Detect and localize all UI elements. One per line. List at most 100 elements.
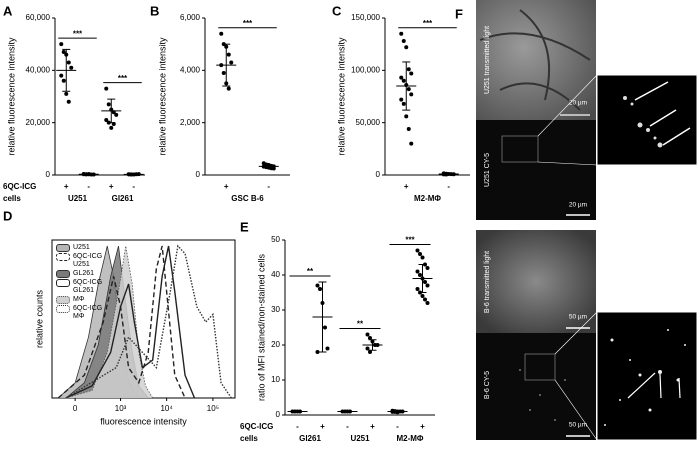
x-tick-label: - xyxy=(396,422,399,431)
data-point xyxy=(66,99,71,104)
image xyxy=(476,0,596,120)
data-point xyxy=(104,118,109,123)
y-axis-label: relative counts xyxy=(34,289,44,348)
panel-label: D xyxy=(3,208,12,223)
image-label: U251 transmitted light xyxy=(484,26,491,94)
x-tick-label: 10⁵ xyxy=(207,404,219,413)
data-point xyxy=(315,350,320,354)
y-tick-label: 10 xyxy=(271,375,280,384)
image xyxy=(476,333,596,440)
group-label: U251 xyxy=(68,194,88,203)
data-point xyxy=(114,112,119,117)
row-label: 6QC-ICG xyxy=(240,422,273,431)
zoom-line xyxy=(554,311,598,355)
legend-item: 6QC-ICG U251 xyxy=(56,253,126,269)
x-tick-label: 10⁴ xyxy=(160,404,173,413)
group-label: M2-MΦ xyxy=(414,194,441,203)
panel-f: F xyxy=(455,0,698,441)
data-point xyxy=(404,45,409,50)
legend-item: MΦ xyxy=(56,296,126,304)
legend-label: 6QC-ICG U251 xyxy=(73,253,103,268)
data-point xyxy=(409,92,414,97)
y-tick-label: 20 xyxy=(271,340,280,349)
x-tick-label: + xyxy=(370,422,375,431)
y-tick-label: 20,000 xyxy=(26,118,51,127)
arrows xyxy=(627,372,681,399)
zoom-line xyxy=(537,161,598,166)
data-point xyxy=(406,67,411,72)
y-tick-label: 100,000 xyxy=(351,65,380,74)
group-label: GSC B-6 xyxy=(231,194,264,203)
image-label: B-6 CY-5 xyxy=(484,371,491,399)
data-point xyxy=(406,126,411,131)
data-point xyxy=(318,287,322,291)
data-point xyxy=(271,166,276,171)
y-axis-label: relative fluorescence intensity xyxy=(6,37,16,156)
y-tick-label: 0 xyxy=(196,170,201,179)
image xyxy=(476,120,596,220)
data-point xyxy=(418,252,422,256)
row-label: cells xyxy=(3,194,21,203)
legend-swatch xyxy=(56,270,70,278)
x-tick-label: - xyxy=(87,182,90,191)
group-label: M2-MΦ xyxy=(396,434,423,443)
scale-label: 20 µm xyxy=(569,100,587,107)
x-tick-label: + xyxy=(109,182,114,191)
histogram-curve xyxy=(57,245,186,399)
data-point xyxy=(61,50,66,55)
image-texture xyxy=(479,9,591,111)
data-point xyxy=(425,283,430,288)
group-label: Gl261 xyxy=(112,194,134,203)
data-point xyxy=(401,78,406,83)
legend-swatch xyxy=(56,253,70,261)
y-tick-label: 150,000 xyxy=(351,13,380,22)
significance-label: *** xyxy=(243,19,253,28)
x-tick-label: + xyxy=(420,422,425,431)
data-point xyxy=(409,71,414,76)
image xyxy=(476,230,596,333)
data-point xyxy=(423,280,427,284)
x-axis-label: fluorescence intensity xyxy=(100,416,187,426)
inset-spots xyxy=(623,96,663,148)
panel-label: E xyxy=(240,219,249,234)
data-point xyxy=(226,86,231,91)
histogram-curve xyxy=(65,245,154,399)
x-tick-label: - xyxy=(132,182,135,191)
data-point xyxy=(399,31,404,36)
data-point xyxy=(365,346,370,351)
arrows xyxy=(634,81,691,146)
legend-label: U251 xyxy=(73,244,90,251)
inset-image xyxy=(596,74,698,166)
x-tick-label: + xyxy=(64,182,69,191)
significance-label: *** xyxy=(73,29,83,38)
x-tick-label: - xyxy=(267,182,270,191)
data-point xyxy=(59,73,64,78)
data-point xyxy=(404,114,409,119)
data-point xyxy=(229,60,234,65)
row-label: cells xyxy=(240,434,258,443)
data-point xyxy=(61,78,66,83)
data-point xyxy=(423,297,427,302)
zoom-line xyxy=(537,74,598,137)
significance-label: *** xyxy=(118,74,128,83)
legend-item: 6QC-ICG GL261 xyxy=(56,279,126,295)
data-point xyxy=(425,266,430,270)
y-axis-label: relative fluorescence intensity xyxy=(336,37,346,156)
zoom-box xyxy=(501,135,539,163)
y-tick-label: 0 xyxy=(276,410,281,419)
legend-swatch xyxy=(56,279,70,287)
data-point xyxy=(406,87,411,92)
data-point xyxy=(64,91,69,96)
x-tick-label: + xyxy=(224,182,229,191)
data-point xyxy=(221,70,226,75)
y-tick-label: 30 xyxy=(271,305,280,314)
row-label: 6QC-ICG xyxy=(3,182,36,191)
scale-label: 50 µm xyxy=(569,314,587,321)
legend: U251 6QC-ICG U251 GL261 6QC-ICG GL261 MΦ 6QC-… xyxy=(56,244,126,322)
legend-label: 6QC-ICG MΦ xyxy=(73,305,103,320)
significance-label: ** xyxy=(357,320,364,329)
panel-label: C xyxy=(332,3,342,18)
data-point xyxy=(315,283,320,288)
data-point xyxy=(399,97,404,102)
